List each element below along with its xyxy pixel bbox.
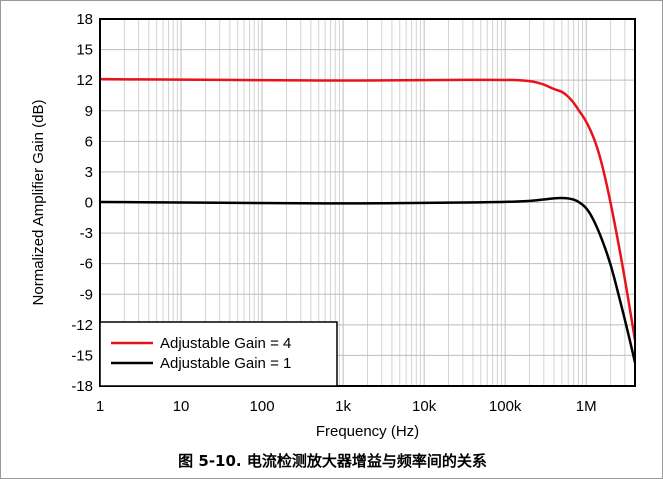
y-tick-label: -12 <box>71 317 93 334</box>
series-line-0 <box>99 77 637 341</box>
y-tick-label: 3 <box>85 164 93 181</box>
x-tick-label: 100 <box>250 398 275 415</box>
y-tick-label: 12 <box>76 72 93 89</box>
y-tick-label: 18 <box>76 11 93 28</box>
x-tick-label: 1k <box>335 398 351 415</box>
plot-area-border <box>99 18 636 387</box>
x-tick-label: 10 <box>173 398 190 415</box>
y-tick-label: 0 <box>85 195 93 212</box>
x-axis-ticks: 1 10 100 1k 10k 100k 1M <box>96 398 597 415</box>
y-tick-label: -18 <box>71 378 93 395</box>
x-tick-label: 1M <box>576 398 597 415</box>
legend-box <box>99 321 338 387</box>
y-tick-label: -9 <box>80 286 93 303</box>
y-tick-label: 15 <box>76 42 93 59</box>
y-tick-label: -6 <box>80 256 93 273</box>
y-tick-label: 9 <box>85 103 93 120</box>
y-tick-label: -15 <box>71 347 93 364</box>
x-tick-label: 10k <box>412 398 437 415</box>
x-axis-label: Frequency (Hz) <box>316 423 419 440</box>
legend-label-gain-4: Adjustable Gain = 4 <box>160 335 291 352</box>
x-tick-label: 100k <box>489 398 522 415</box>
series-lines <box>99 77 637 363</box>
gain-frequency-chart: -18 -15 -12 -9 -6 -3 0 3 6 9 12 15 18 1 10 100 1k 10k 100… <box>30 11 637 440</box>
legend: Adjustable Gain = 4 Adjustable Gain = 1 <box>99 321 338 387</box>
x-tick-label: 1 <box>96 398 104 415</box>
y-axis-ticks: -18 -15 -12 -9 -6 -3 0 3 6 9 12 15 18 <box>71 11 93 395</box>
series-line-1 <box>99 196 637 363</box>
y-axis-label: Normalized Amplifier Gain (dB) <box>30 100 47 306</box>
figure-caption: 图 5-10. 电流检测放大器增益与频率间的关系 <box>178 452 487 470</box>
y-tick-label: 6 <box>85 133 93 150</box>
y-tick-label: -3 <box>80 225 93 242</box>
legend-label-gain-1: Adjustable Gain = 1 <box>160 355 291 372</box>
